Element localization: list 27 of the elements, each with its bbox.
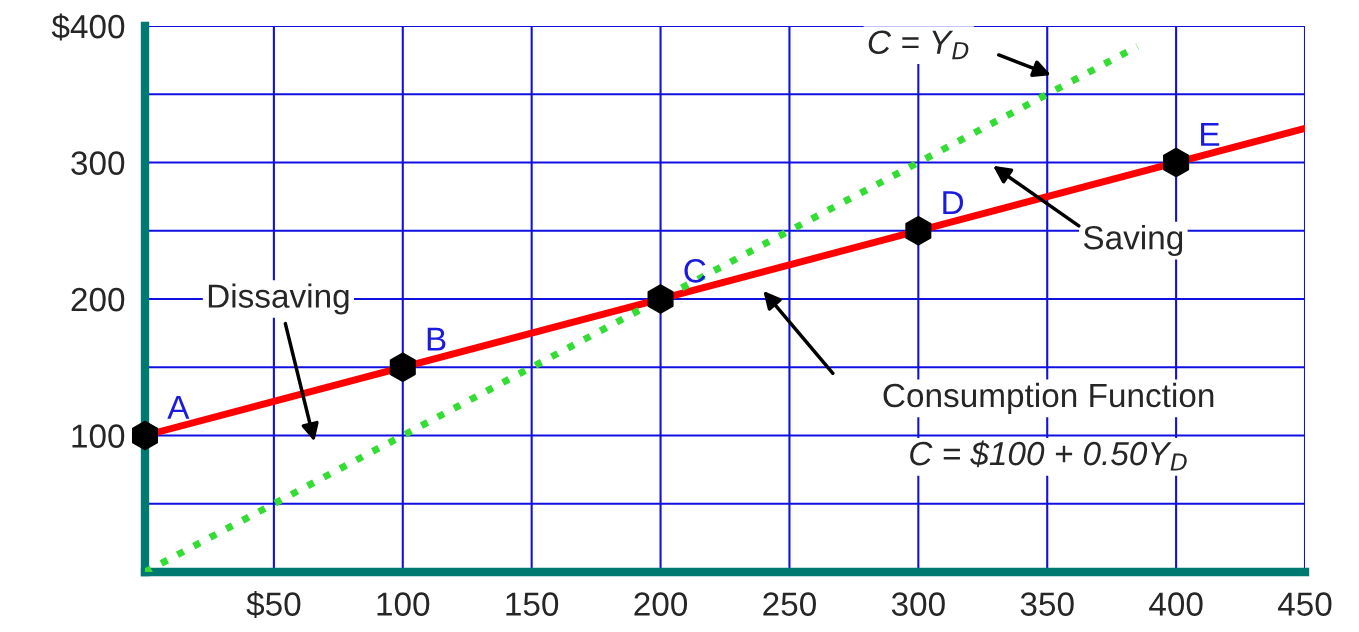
x-tick-label: 350: [1020, 592, 1074, 616]
x-tick-label: 250: [763, 592, 816, 616]
y-tick-label: 100: [72, 424, 125, 448]
annotation: C = Y$_{D}$: [868, 30, 969, 60]
y-tick-label: 200: [71, 287, 125, 312]
point: [905, 215, 932, 246]
x-tick-label: 200: [634, 592, 688, 616]
data-label: B: [427, 327, 446, 351]
annotation: Consumption Function C = $100 + 0.50Y$_{D}$: [883, 382, 1214, 471]
x-tick-label: 450: [1277, 592, 1332, 616]
x-tick-label: 300: [891, 592, 945, 616]
data-label: E: [1201, 122, 1220, 146]
point: [1163, 147, 1190, 178]
data-label: D: [943, 191, 964, 215]
point: [131, 420, 159, 451]
data-label: C: [684, 259, 706, 283]
point: [647, 284, 674, 314]
y-tick-label: $400: [51, 13, 125, 41]
y-tick-label: 300: [71, 151, 125, 175]
x-tick-label: 150: [506, 592, 559, 616]
annotation: Saving: [1083, 225, 1183, 257]
x-tick-label: 100: [377, 592, 430, 616]
annotation: Dissaving: [208, 283, 349, 315]
point: [389, 352, 416, 383]
data-label: A: [167, 395, 190, 419]
x-tick-label: 400: [1149, 592, 1203, 616]
x-tick-label: $50: [246, 590, 301, 618]
